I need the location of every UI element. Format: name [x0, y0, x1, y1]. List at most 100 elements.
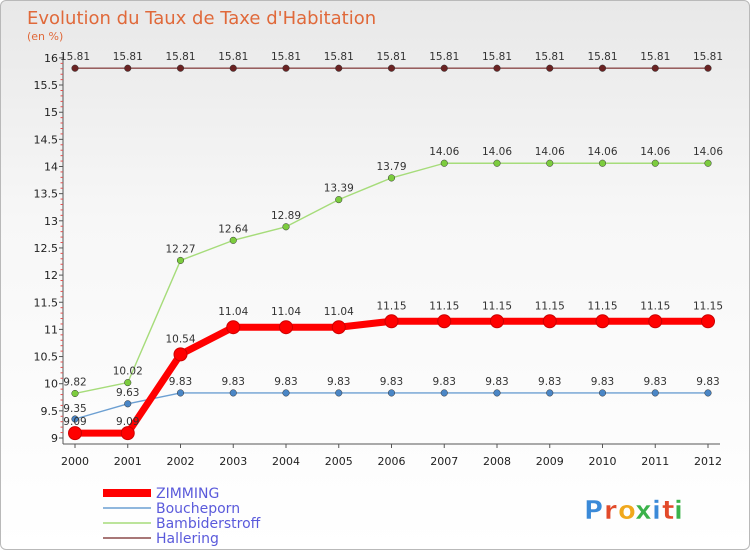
logo-letter: x — [635, 496, 652, 526]
data-point — [282, 223, 290, 231]
data-label: 9.83 — [644, 376, 667, 388]
y-tick-label: 16 — [44, 52, 58, 65]
data-label: 9.83 — [433, 376, 456, 388]
y-tick-label: 15.5 — [34, 79, 59, 92]
legend-label-boucheporn: Boucheporn — [156, 501, 240, 517]
data-point — [437, 314, 452, 329]
data-label: 9.09 — [116, 416, 139, 428]
data-label: 10.02 — [113, 366, 143, 378]
data-point — [229, 236, 237, 244]
x-tick-label: 2010 — [589, 455, 617, 468]
data-point — [335, 389, 343, 397]
series-line-boucheporn — [74, 392, 709, 420]
x-tick-label: 2008 — [483, 455, 511, 468]
data-point — [176, 256, 185, 264]
data-point — [68, 426, 82, 441]
data-point — [229, 64, 237, 72]
data-point — [542, 314, 557, 329]
data-label: 9.82 — [63, 376, 86, 388]
legend-label-bambiderstroff: Bambiderstroff — [156, 516, 261, 532]
x-tick-label: 2001 — [114, 455, 142, 468]
data-label: 9.83 — [327, 376, 350, 388]
data-point — [493, 64, 501, 72]
data-label: 13.39 — [324, 183, 354, 195]
legend-label-zimming: ZIMMING — [156, 486, 219, 502]
data-point — [546, 159, 554, 167]
data-label: 15.81 — [218, 51, 248, 63]
data-point — [701, 314, 715, 329]
y-tick-label: 13.5 — [34, 188, 59, 201]
data-point — [704, 159, 712, 167]
data-label: 9.83 — [485, 376, 508, 388]
data-label: 15.81 — [587, 51, 617, 63]
x-tick-label: 2000 — [61, 455, 89, 468]
data-point — [595, 314, 610, 329]
x-tick-label: 2012 — [694, 455, 722, 468]
series-layer — [68, 64, 715, 441]
data-label: 10.54 — [165, 333, 195, 345]
data-label: 15.81 — [324, 51, 354, 63]
x-tick-label: 2009 — [536, 455, 564, 468]
y-tick-label: 13 — [44, 215, 58, 228]
data-label: 12.64 — [218, 223, 248, 235]
data-point — [598, 389, 607, 397]
logo-letter: i — [652, 496, 661, 526]
data-point — [651, 64, 659, 72]
data-label: 9.83 — [591, 376, 614, 388]
x-tick-label: 2006 — [378, 455, 406, 468]
y-tick-label: 10.5 — [34, 351, 59, 364]
y-tick-label: 12.5 — [34, 242, 59, 255]
y-tick-label: 11.5 — [34, 296, 59, 309]
data-label: 15.81 — [271, 51, 301, 63]
data-label: 11.15 — [429, 300, 459, 312]
y-tick-label: 12 — [44, 269, 58, 282]
data-point — [176, 389, 185, 397]
data-label: 11.04 — [271, 306, 301, 318]
data-point — [440, 389, 448, 397]
logo-letter: r — [604, 496, 617, 526]
y-tick-label: 14 — [44, 161, 58, 174]
data-point — [331, 320, 346, 335]
y-tick-label: 14.5 — [34, 133, 59, 146]
logo-letter: i — [674, 496, 683, 526]
data-point — [71, 389, 79, 398]
data-point — [120, 426, 135, 441]
data-point — [229, 389, 237, 397]
chart-subtitle: (en %) — [27, 30, 63, 43]
data-point — [651, 389, 659, 397]
y-tick-label: 9.5 — [41, 405, 59, 418]
x-tick-label: 2002 — [167, 455, 195, 468]
legend-label-hallering: Hallering — [156, 531, 219, 547]
data-point — [440, 159, 448, 167]
data-point — [651, 159, 659, 167]
data-point — [648, 314, 663, 329]
data-label: 15.81 — [113, 51, 143, 63]
data-point — [279, 320, 293, 335]
data-label: 15.81 — [693, 51, 723, 63]
data-point — [704, 389, 712, 397]
data-point — [440, 64, 448, 72]
data-point — [493, 159, 501, 167]
data-label: 15.81 — [376, 51, 406, 63]
data-label: 11.15 — [587, 300, 617, 312]
data-label: 11.04 — [324, 306, 354, 318]
data-point — [387, 64, 396, 72]
data-point — [282, 389, 290, 397]
axes: 9 9.5 10 10.5 11 11.5 12 12.5 13 13.5 14 14.5 15 15.5… — [34, 52, 723, 468]
data-label: 14.06 — [587, 146, 617, 158]
data-label: 15.81 — [640, 51, 670, 63]
data-label: 14.06 — [429, 146, 459, 158]
data-point — [493, 389, 501, 397]
data-label: 11.15 — [376, 300, 406, 312]
data-label: 14.06 — [482, 146, 512, 158]
data-point — [173, 347, 188, 362]
x-tick-label: 2011 — [641, 455, 669, 468]
data-label: 11.15 — [482, 300, 512, 312]
data-point — [490, 314, 504, 329]
data-point — [598, 159, 607, 167]
data-label: 12.89 — [271, 210, 301, 222]
data-label: 9.09 — [63, 416, 86, 428]
data-point — [71, 415, 79, 423]
